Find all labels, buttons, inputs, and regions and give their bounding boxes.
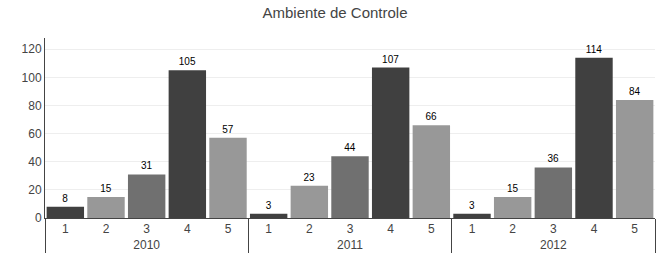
svg-text:3: 3	[469, 200, 475, 211]
svg-text:2: 2	[103, 222, 110, 236]
svg-text:84: 84	[629, 86, 641, 97]
svg-text:120: 120	[22, 42, 42, 56]
svg-text:2011: 2011	[337, 238, 363, 252]
svg-text:31: 31	[141, 160, 153, 171]
svg-text:1: 1	[62, 222, 69, 236]
svg-text:3: 3	[143, 222, 150, 236]
svg-text:114: 114	[586, 44, 602, 55]
svg-text:3: 3	[347, 222, 354, 236]
svg-text:23: 23	[304, 172, 316, 183]
svg-text:4: 4	[591, 222, 598, 236]
svg-text:Ambiente de Controle: Ambiente de Controle	[262, 4, 407, 21]
svg-text:4: 4	[387, 222, 394, 236]
svg-text:4: 4	[184, 222, 191, 236]
svg-text:5: 5	[428, 222, 435, 236]
svg-text:8: 8	[62, 193, 68, 204]
svg-text:2: 2	[306, 222, 313, 236]
svg-text:66: 66	[426, 111, 438, 122]
svg-text:44: 44	[344, 142, 356, 153]
svg-text:2012: 2012	[540, 238, 567, 252]
svg-text:36: 36	[548, 153, 560, 164]
svg-text:60: 60	[28, 127, 42, 141]
svg-text:80: 80	[28, 99, 42, 113]
svg-text:2010: 2010	[133, 238, 160, 252]
svg-text:3: 3	[266, 200, 272, 211]
svg-text:100: 100	[22, 71, 42, 85]
svg-text:15: 15	[507, 183, 519, 194]
svg-text:105: 105	[179, 56, 196, 67]
svg-text:1: 1	[469, 222, 476, 236]
svg-text:15: 15	[100, 183, 112, 194]
svg-text:5: 5	[631, 222, 638, 236]
svg-text:1: 1	[265, 222, 272, 236]
svg-text:107: 107	[382, 54, 399, 65]
svg-text:57: 57	[222, 124, 234, 135]
svg-text:0: 0	[35, 211, 42, 225]
svg-text:20: 20	[28, 183, 42, 197]
svg-text:5: 5	[225, 222, 232, 236]
svg-text:40: 40	[28, 155, 42, 169]
svg-text:2: 2	[509, 222, 516, 236]
svg-text:3: 3	[550, 222, 557, 236]
